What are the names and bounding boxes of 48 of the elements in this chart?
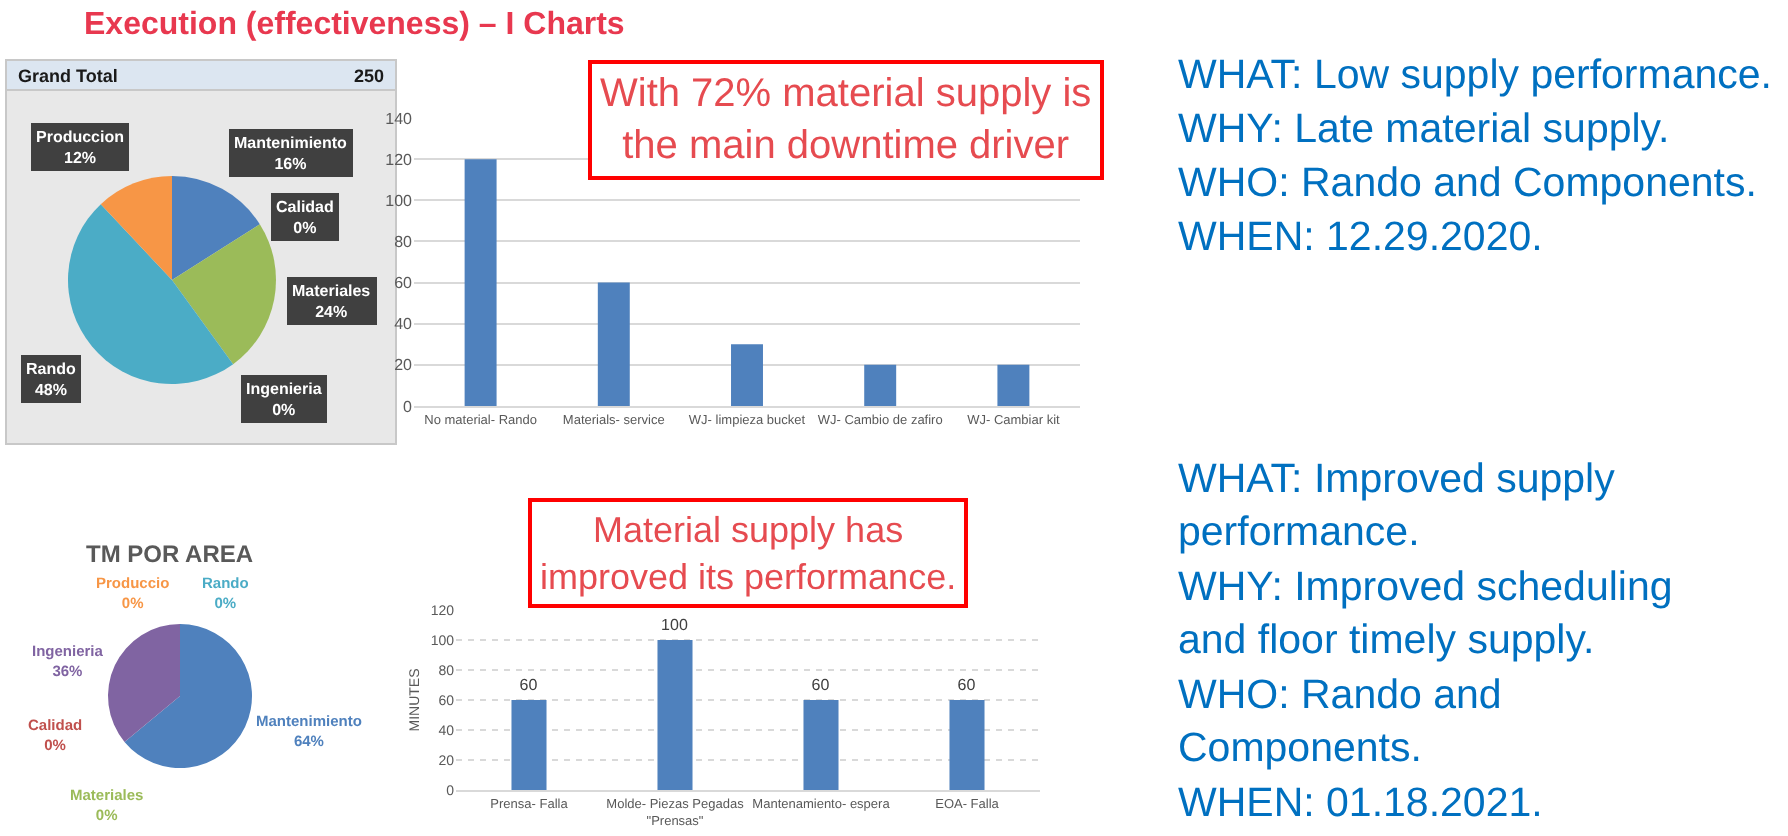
y-tick-label: 60 <box>394 274 414 293</box>
text: WHEN: 01.18.2021. <box>1178 780 1543 826</box>
annotation: With 72% material supply is the main downtime driver <box>600 72 1092 168</box>
bar <box>731 344 763 406</box>
bar <box>997 364 1030 406</box>
category-label: Ingenieria <box>246 380 322 398</box>
text: 0% <box>272 400 296 419</box>
chart-subtitle: Grand Total <box>18 66 118 86</box>
data-label: 100 <box>661 616 689 634</box>
text: 0% <box>293 218 317 237</box>
text: WHAT: Improved supply performance. <box>1178 456 1617 556</box>
chart-title: TM POR AREA <box>86 540 254 568</box>
data-label: 12% <box>64 148 97 167</box>
bar <box>464 159 497 406</box>
data-label: 16% <box>274 154 307 173</box>
text: WHY: Late material supply. <box>1178 106 1670 152</box>
pie-slice <box>172 176 260 280</box>
y-tick-label: 120 <box>385 150 414 169</box>
text: WHEN: 12.29.2020. <box>1178 214 1543 260</box>
pie-slice <box>172 224 276 365</box>
y-tick-label: 0 <box>403 397 414 416</box>
text: WHO: Rando and Components. <box>1178 160 1757 206</box>
slice-label: Mantenimiento <box>234 134 348 152</box>
bar <box>864 364 897 406</box>
slice-label: Produccion <box>36 128 125 146</box>
bar <box>597 282 630 406</box>
y-tick-label: 20 <box>394 356 414 375</box>
pie-slice <box>124 624 252 768</box>
y-tick-label: 100 <box>385 191 414 210</box>
text: WHO: Rando and Components. <box>1178 672 1502 772</box>
text: Material supply has improved its performance. <box>540 510 957 597</box>
category-label: Calidad <box>276 198 334 216</box>
pie-slice <box>108 624 180 742</box>
text: WHAT: Low supply performance. <box>1178 52 1772 98</box>
y-tick-label: 140 <box>385 109 414 128</box>
data-label: 24% <box>315 302 348 321</box>
text: 250 <box>354 66 385 86</box>
slice-label: Rando <box>26 360 76 378</box>
data-label: 60 <box>519 676 539 694</box>
y-tick-label: 80 <box>394 233 414 252</box>
y-tick-label: 40 <box>394 315 414 334</box>
text: WHY: Improved scheduling and floor timely supply. <box>1178 564 1673 664</box>
slice-label: Materiales <box>292 282 372 300</box>
data-label: 60 <box>957 676 977 694</box>
data-label: 60 <box>811 676 831 694</box>
data-label: 48% <box>34 380 67 399</box>
pie-slice <box>100 176 172 280</box>
chart-title: Execution (effectiveness) – I Charts <box>84 8 625 42</box>
